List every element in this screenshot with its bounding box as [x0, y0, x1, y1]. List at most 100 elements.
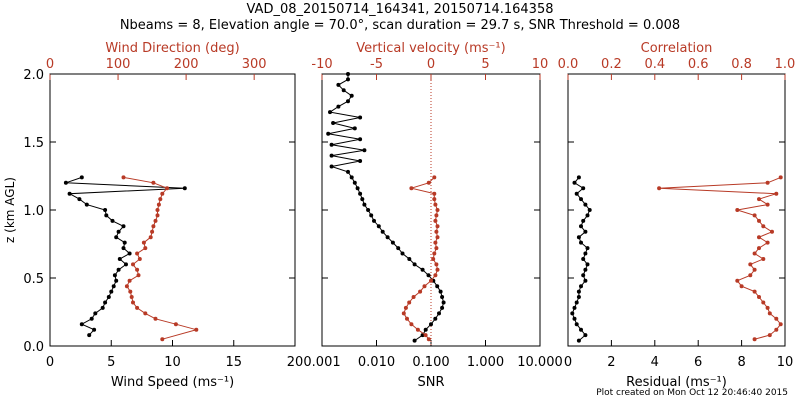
top-x-axis-label: Vertical velocity (ms⁻¹): [356, 41, 505, 56]
x-tick-label: 1.000: [467, 355, 504, 370]
data-point-snr: [328, 110, 332, 115]
data-point-vertical-velocity: [405, 316, 409, 321]
data-point-wind-direction: [194, 327, 199, 332]
data-point-vertical-velocity: [423, 333, 428, 338]
data-point-vertical-velocity: [426, 180, 431, 185]
data-point-correlation: [735, 278, 740, 283]
data-point-correlation: [765, 180, 770, 185]
data-point-snr: [441, 300, 446, 305]
data-point-correlation: [748, 273, 753, 278]
data-point-snr: [412, 262, 417, 267]
top-x-tick-label: 300: [242, 57, 267, 72]
panel-frame-wind: [49, 73, 296, 347]
data-point-wind-speed: [121, 246, 126, 251]
x-tick-label: 20: [287, 355, 304, 370]
data-point-wind-speed: [122, 240, 127, 245]
data-point-wind-direction: [155, 208, 160, 212]
data-point-residual: [581, 218, 586, 223]
data-point-wind-direction: [156, 202, 161, 207]
data-point-wind-direction: [129, 295, 134, 299]
data-point-residual: [587, 208, 592, 212]
data-point-correlation: [761, 300, 766, 305]
data-point-snr: [390, 240, 395, 245]
top-x-tick-label: 100: [106, 57, 131, 72]
y-tick-label: 1.5: [23, 136, 44, 151]
data-point-wind-speed: [114, 235, 119, 240]
data-point-snr: [440, 295, 445, 299]
data-point-wind-speed: [103, 300, 108, 305]
data-point-vertical-velocity: [433, 240, 438, 245]
data-point-wind-direction: [155, 213, 160, 218]
data-point-wind-speed: [116, 267, 121, 272]
data-point-snr: [437, 311, 441, 316]
top-x-tick-label: 1.0: [775, 57, 796, 72]
data-point-snr: [366, 208, 371, 212]
data-point-snr: [329, 164, 334, 169]
data-point-wind-direction: [135, 251, 140, 256]
top-x-tick-label: 200: [174, 57, 199, 72]
x-axis-label: SNR: [417, 375, 444, 390]
top-x-tick-label: 10: [532, 57, 549, 72]
data-point-snr: [349, 93, 354, 98]
data-point-correlation: [767, 311, 772, 316]
top-x-tick-label: -5: [370, 57, 383, 72]
data-point-correlation: [739, 284, 744, 289]
data-point-snr: [400, 251, 405, 256]
x-tick-label: 0.100: [412, 355, 449, 370]
x-tick-label: 4: [651, 355, 659, 370]
data-point-vertical-velocity: [435, 267, 440, 272]
data-point-residual: [585, 213, 590, 218]
data-point-correlation: [757, 246, 761, 251]
data-point-wind-direction: [153, 316, 158, 321]
y-tick-label: 2.0: [23, 68, 44, 83]
data-point-vertical-velocity: [429, 278, 433, 283]
data-point-wind-direction: [150, 229, 155, 234]
data-point-correlation: [757, 235, 761, 240]
data-point-residual: [581, 257, 586, 261]
data-point-snr: [346, 72, 350, 76]
data-point-wind-direction: [136, 273, 141, 278]
data-point-snr: [326, 131, 331, 136]
data-point-wind-speed: [124, 262, 128, 267]
data-point-vertical-velocity: [432, 191, 437, 196]
data-point-residual: [576, 175, 581, 180]
y-tick-label: 0.5: [23, 272, 44, 287]
data-point-correlation: [778, 322, 783, 327]
data-point-vertical-velocity: [434, 213, 439, 218]
data-point-residual: [572, 305, 577, 310]
data-point-residual: [579, 197, 583, 202]
data-point-correlation: [761, 224, 766, 229]
data-point-correlation: [752, 289, 757, 294]
x-tick-label: 2: [607, 355, 615, 370]
top-x-tick-label: 5: [481, 57, 489, 72]
data-point-wind-direction: [137, 257, 142, 261]
data-point-snr: [420, 267, 425, 272]
data-point-residual: [585, 246, 590, 251]
data-point-snr: [346, 77, 350, 82]
top-x-axis-label: Wind Direction (deg): [105, 41, 239, 56]
data-point-vertical-velocity: [403, 305, 408, 310]
data-point-wind-direction: [151, 224, 156, 229]
data-point-correlation: [765, 305, 770, 310]
data-point-snr: [346, 169, 350, 174]
data-point-residual: [576, 338, 581, 343]
data-point-residual: [579, 327, 583, 332]
data-point-correlation: [774, 327, 779, 332]
data-point-correlation: [735, 208, 740, 212]
data-point-snr: [349, 175, 354, 180]
data-point-snr: [358, 115, 363, 120]
y-axis-label: z (km AGL): [3, 177, 17, 243]
data-point-correlation: [774, 316, 779, 321]
data-point-wind-direction: [160, 337, 165, 342]
data-point-wind-direction: [143, 246, 148, 251]
data-point-wind-direction: [151, 180, 156, 185]
x-tick-label: 5: [107, 355, 115, 370]
data-point-snr: [423, 327, 428, 332]
data-point-vertical-velocity: [422, 284, 427, 289]
data-point-snr: [341, 88, 346, 93]
data-point-residual: [581, 186, 586, 191]
data-point-wind-direction: [158, 197, 163, 202]
data-point-residual: [583, 278, 588, 283]
data-point-wind-speed: [104, 213, 109, 218]
data-point-correlation: [765, 202, 770, 207]
